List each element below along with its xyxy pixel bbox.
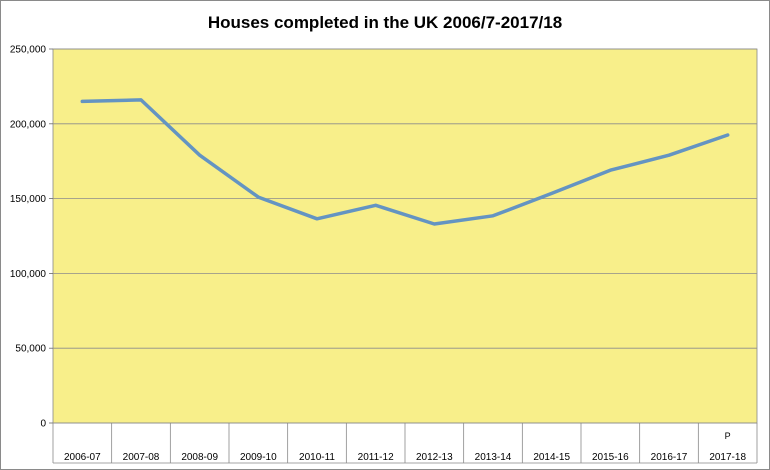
x-tick-label: 2014-15	[533, 452, 570, 463]
data-point	[667, 154, 671, 157]
y-tick-label: 100,000	[10, 269, 47, 280]
y-tick-label: 50,000	[15, 344, 46, 355]
data-point	[550, 192, 553, 195]
x-tick-label: 2006-07	[64, 452, 101, 463]
x-tick-label: 2013-14	[475, 452, 512, 463]
y-tick-label: 200,000	[10, 119, 47, 130]
data-point	[315, 217, 319, 220]
data-point	[374, 204, 377, 207]
provisional-marker: P	[725, 431, 731, 441]
chart-title: Houses completed in the UK 2006/7-2017/1…	[208, 13, 562, 32]
data-point	[609, 169, 612, 172]
x-tick-label: 2016-17	[651, 452, 688, 463]
data-point	[257, 195, 260, 199]
series-line	[80, 98, 730, 226]
x-tick-label: 2012-13	[416, 452, 453, 463]
data-point	[139, 98, 143, 102]
x-tick-label: 2009-10	[240, 452, 277, 463]
x-tick-label: 2008-09	[181, 452, 218, 463]
y-tick-label: 150,000	[10, 194, 47, 205]
plot-area	[52, 48, 758, 424]
data-point	[491, 214, 495, 217]
x-tick-label: 2011-12	[358, 452, 394, 463]
x-tick-label: 2010-11	[299, 452, 335, 463]
series-layer	[80, 98, 730, 226]
data-point	[198, 154, 201, 157]
data-point	[726, 133, 729, 137]
y-tick-label: 250,000	[10, 45, 47, 56]
x-tick-label: 2007-08	[123, 452, 160, 463]
x-tick-label: 2017-18	[709, 452, 746, 463]
y-axis: 0 50,000 100,000 150,000 200,000 250,000	[10, 45, 53, 430]
y-tick-label: 0	[40, 419, 46, 430]
x-axis: 2006-07 2007-08 2008-09 2009-10 2010-11 2011-…	[52, 423, 758, 464]
data-point	[81, 100, 84, 103]
annotations: P	[725, 431, 731, 441]
data-point	[433, 222, 436, 226]
x-tick-label: 2015-16	[592, 452, 629, 463]
